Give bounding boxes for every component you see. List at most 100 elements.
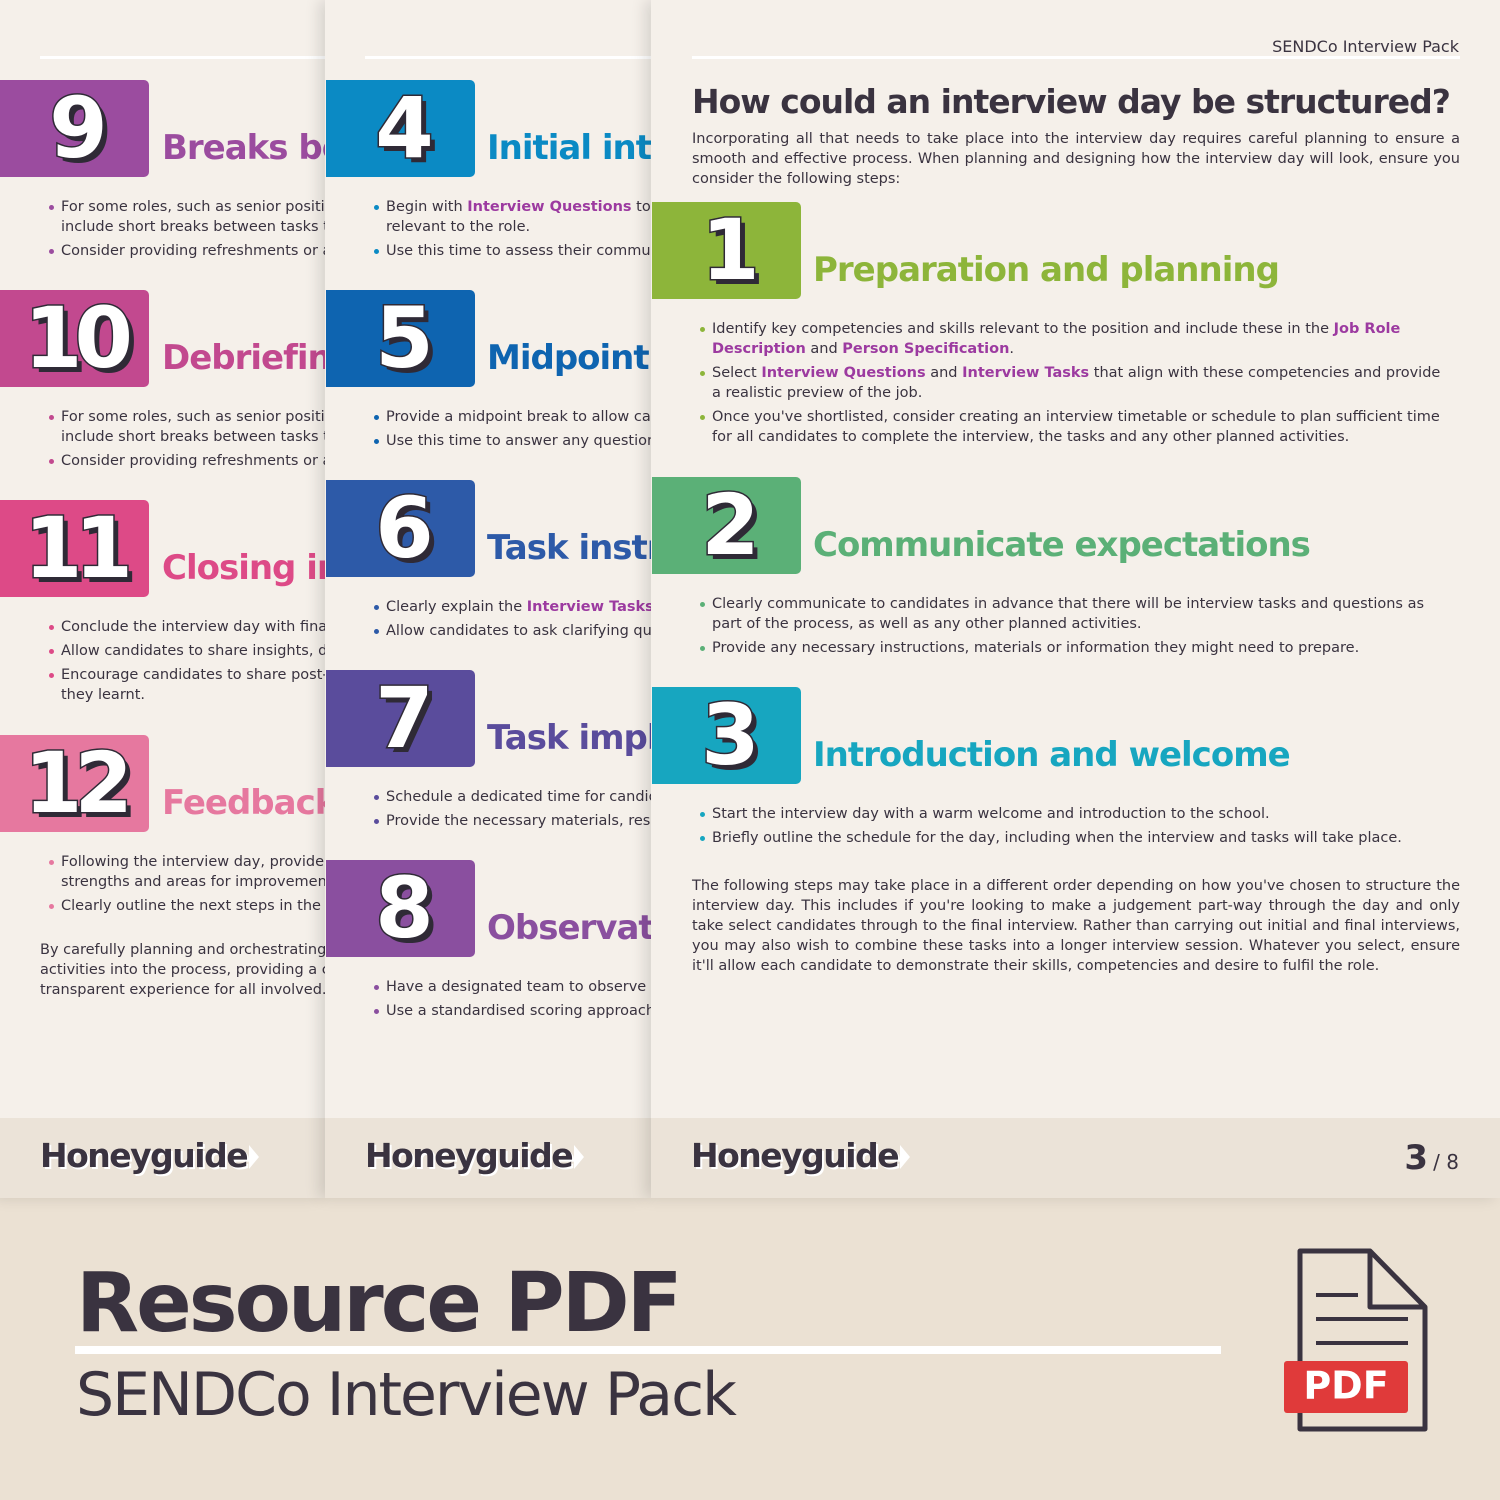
footer <box>325 1118 651 1198</box>
number-badge: 8 <box>326 858 475 958</box>
closing: By carefully planning and orchestrating … <box>40 942 326 998</box>
bullet: For some roles, such as senior positions… <box>49 197 326 237</box>
bullet-text: Start the interview day with a warm welc… <box>712 806 1270 822</box>
highlight-link: Job Role Description <box>712 321 1401 357</box>
section-heading: Closing int <box>162 548 326 588</box>
bullet: Begin with Interview Questions to disc r… <box>374 197 651 237</box>
number-badge: 9 <box>0 78 149 178</box>
bullet-text: Once you've shortlisted, consider creati… <box>712 409 1440 445</box>
bullet: Clearly outline the next steps in the hi… <box>49 896 326 916</box>
bullet-text: to disc relevant to the role. <box>386 199 651 235</box>
footer <box>651 1118 1500 1198</box>
rule <box>40 56 326 59</box>
page-header: SENDCo Interview Pack <box>1272 37 1459 56</box>
bullet: Allow candidates to ask clarifying quest <box>374 621 651 641</box>
bullet: Have a designated team to observe and <box>374 977 651 997</box>
number-badge: 11 <box>0 498 149 598</box>
bullet: Use this time to answer any questions th <box>374 431 651 451</box>
page-total: / 8 <box>1433 1150 1459 1174</box>
bullet-text: Clearly explain the <box>386 599 527 615</box>
bullet-text: Clearly communicate to candidates in adv… <box>712 596 1425 632</box>
bullet: Briefly outline the schedule for the day… <box>700 828 1450 848</box>
step-number: 4 <box>374 78 435 178</box>
bullet-list: Start the interview day with a warm welc… <box>700 804 1450 852</box>
step-number: 1 <box>700 200 761 300</box>
page-count: 3 / 8 <box>1404 1138 1459 1178</box>
step-number: 9 <box>48 78 109 178</box>
step-number: 10 <box>23 288 135 388</box>
pdf-label: PDF <box>1303 1364 1388 1408</box>
bullet-text: and <box>925 365 963 381</box>
step-number: 7 <box>374 668 435 768</box>
bullet: Provide any necessary instructions, mate… <box>700 638 1450 658</box>
bullet-text: Following the interview day, provide fee… <box>61 854 326 890</box>
section-heading: Breaks bet <box>162 128 326 168</box>
section-heading: Introduction and welcome <box>813 735 1291 775</box>
highlight-link: Interview Questions <box>761 365 926 381</box>
bullet: Conclude the interview day with final in… <box>49 617 326 637</box>
bullet: For some roles, such as senior positions… <box>49 407 326 447</box>
bullet: Use a standardised scoring approach to <box>374 1001 651 1021</box>
logo: Honeyguide <box>40 1136 260 1175</box>
bullet-text: Consider providing refreshments or a c <box>61 243 326 259</box>
bullet: Provide the necessary materials, resour <box>374 811 651 831</box>
number-badge: 10 <box>0 288 149 388</box>
middle-page: Honeyguide 4 Initial inter Begin with Inte… <box>325 0 651 1198</box>
back-page: By carefully planning and orchestrating … <box>0 0 326 1198</box>
number-badge: 3 <box>652 685 801 785</box>
bullet: Consider providing refreshments or a c <box>49 451 326 471</box>
step-number: 12 <box>23 733 135 833</box>
bullet-list: Clearly communicate to candidates in adv… <box>700 594 1450 662</box>
step-number: 6 <box>374 478 435 578</box>
pdf-icon: PDF <box>1284 1248 1428 1432</box>
bullet-list: Conclude the interview day with final in… <box>49 617 326 709</box>
closing: The following steps may take place in a … <box>692 878 1460 974</box>
step-number: 5 <box>374 288 435 388</box>
bullet: Use this time to assess their communica <box>374 241 651 261</box>
highlight-link: Interview Tasks <box>526 599 651 615</box>
doc-fold <box>1367 1251 1425 1310</box>
bullet-text: Allow candidates to ask clarifying quest <box>386 623 651 639</box>
number-badge: 2 <box>652 475 801 575</box>
bullet-text: Conclude the interview day with final in… <box>61 619 326 635</box>
number-badge: 5 <box>326 288 475 388</box>
page-title: How could an interview day be structured… <box>692 82 1451 121</box>
banner-title: Resource PDF <box>76 1256 683 1351</box>
bullet-text: Use this time to answer any questions th <box>386 433 651 449</box>
banner-subtitle: SENDCo Interview Pack <box>76 1360 737 1430</box>
rule <box>692 56 1460 59</box>
section-heading: Midpoint b <box>487 338 651 378</box>
bullet: Select Interview Questions and Interview… <box>700 363 1450 403</box>
section-heading: Communicate expectations <box>813 525 1311 565</box>
step-number: 8 <box>374 858 435 958</box>
logo: Honeyguide <box>691 1136 911 1175</box>
bullet: Clearly explain the Interview Tasks, inc… <box>374 597 651 617</box>
section-heading: Preparation and planning <box>813 250 1280 290</box>
bullet: Allow candidates to share insights, disc <box>49 641 326 661</box>
section-heading: Task imple <box>487 718 651 758</box>
bullet: Clearly communicate to candidates in adv… <box>700 594 1450 634</box>
number-badge: 4 <box>326 78 475 178</box>
section-heading: Task instru <box>487 528 651 568</box>
bullet-list: Provide a midpoint break to allow candi U… <box>374 407 651 455</box>
bullet: Provide a midpoint break to allow candi <box>374 407 651 427</box>
bullet-text: . <box>1009 341 1015 357</box>
rule <box>365 56 651 59</box>
step-number: 11 <box>23 498 135 598</box>
bullet: Encourage candidates to share post-in th… <box>49 665 326 705</box>
front-page: SENDCo Interview Pack How could an inter… <box>651 0 1500 1198</box>
bullet-list: Identify key competencies and skills rel… <box>700 319 1450 451</box>
bullet-text: Begin with <box>386 199 468 215</box>
highlight-link: Interview Tasks <box>962 365 1090 381</box>
bullet-list: Have a designated team to observe and Use… <box>374 977 651 1025</box>
intro: Incorporating all that needs to take pla… <box>692 131 1460 187</box>
bullet-text: Provide a midpoint break to allow candi <box>386 409 651 425</box>
step-number: 3 <box>700 685 761 785</box>
bullet-text: Schedule a dedicated time for candidat <box>386 789 651 805</box>
bullet-text: Select <box>712 365 762 381</box>
step-number: 2 <box>700 475 761 575</box>
highlight-link: Interview Questions <box>467 199 632 215</box>
bullet-text: Consider providing refreshments or a c <box>61 453 326 469</box>
number-badge: 7 <box>326 668 475 768</box>
